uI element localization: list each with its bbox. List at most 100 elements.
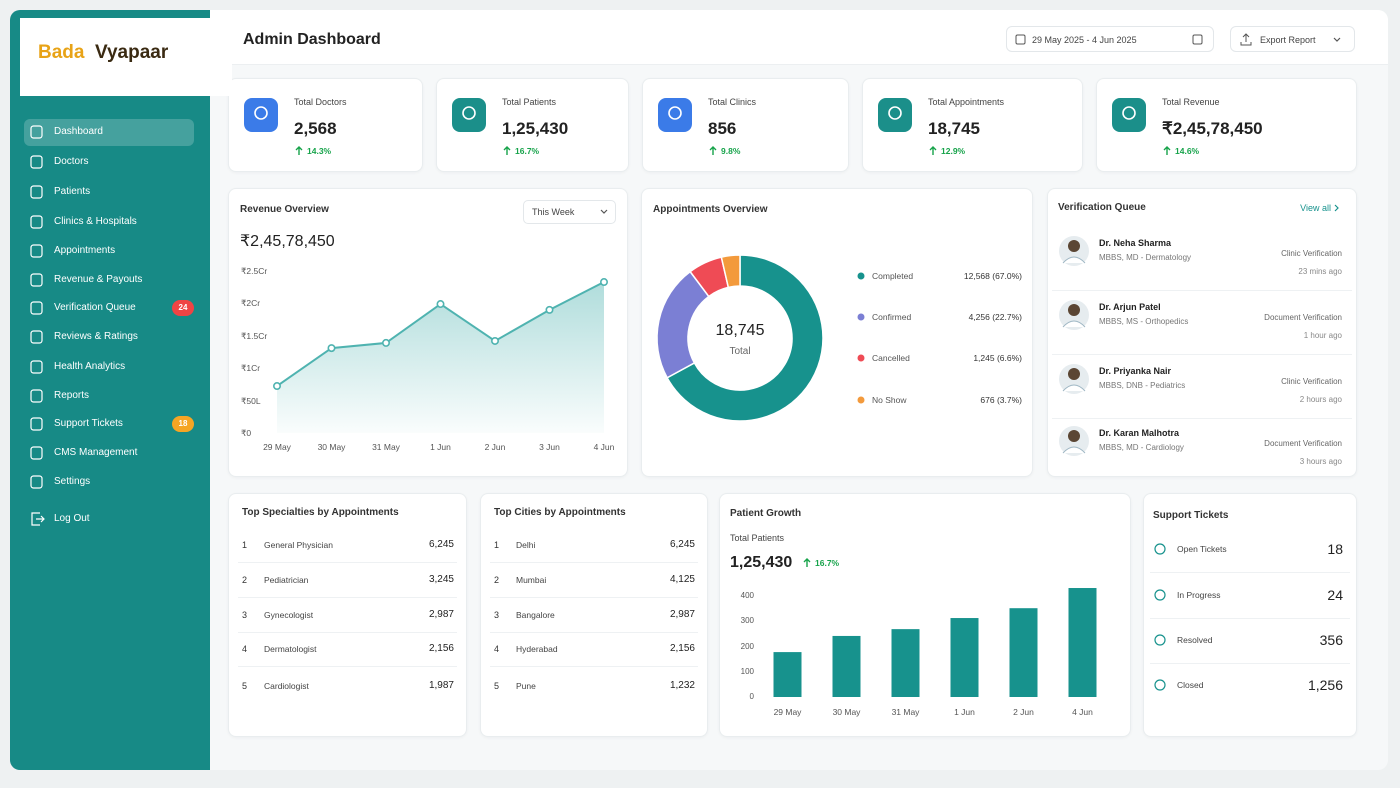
- card-title: Revenue Overview: [240, 204, 329, 215]
- y-tick-label: ₹1Cr: [241, 363, 261, 374]
- revenue-total: ₹2,45,78,450: [240, 233, 335, 250]
- doctor-qualification: MBBS, MD - Cardiology: [1099, 443, 1184, 452]
- row-name: Bangalore: [516, 610, 555, 620]
- y-tick-label: 400: [740, 591, 754, 601]
- growth-subtitle: Total Patients: [730, 533, 785, 543]
- revenue-point: [490, 336, 499, 345]
- row-value: 1,232: [669, 680, 695, 691]
- revenue-point: [381, 338, 390, 347]
- nav-icon: [30, 273, 43, 287]
- rank: 1: [494, 540, 500, 550]
- ticket-icon: [1154, 589, 1166, 601]
- nav-item[interactable]: CMS Management: [54, 447, 138, 458]
- view-all-link[interactable]: View all: [1300, 203, 1331, 213]
- bar: [832, 635, 861, 697]
- cities-card: [480, 493, 708, 737]
- ticket-icon: [1154, 679, 1166, 691]
- filter-select[interactable]: [523, 200, 616, 224]
- donut-total: 18,745: [715, 322, 765, 339]
- revenue-point: [545, 305, 554, 314]
- nav-item[interactable]: Doctors: [54, 156, 89, 167]
- x-tick-label: 4 Jun: [1072, 707, 1093, 717]
- nav-logout[interactable]: Log Out: [54, 513, 90, 524]
- up-arrow: [803, 558, 811, 567]
- calendar-icon: [1192, 34, 1203, 45]
- nav-icon: [30, 244, 43, 258]
- row-value: 6,245: [669, 539, 695, 550]
- stat-value: 18,745: [928, 119, 980, 138]
- date-picker[interactable]: [1006, 26, 1214, 52]
- divider: [1150, 618, 1350, 619]
- rank: 1: [242, 540, 248, 550]
- divider: [238, 562, 457, 563]
- y-tick-label: ₹0: [241, 428, 252, 438]
- doctor-name: Dr. Arjun Patel: [1099, 302, 1161, 312]
- rank: 2: [242, 575, 248, 585]
- stat-glyph: [462, 106, 476, 120]
- avatar-head: [1068, 240, 1080, 252]
- stat-label: Total Appointments: [928, 97, 1005, 107]
- divider: [490, 597, 698, 598]
- bar: [1068, 588, 1097, 697]
- page-title: Admin Dashboard: [243, 31, 381, 48]
- avatar-head: [1068, 368, 1080, 380]
- nav-item[interactable]: Revenue & Payouts: [54, 274, 143, 285]
- revenue-point: [272, 382, 281, 391]
- growth-total: 1,25,430: [730, 554, 793, 571]
- row-name: Mumbai: [516, 575, 547, 585]
- rank: 4: [242, 644, 248, 654]
- row-value: 2,156: [428, 643, 454, 654]
- nav-icon: [30, 330, 43, 344]
- ticket-value: 1,256: [1307, 677, 1343, 693]
- stat-value: 1,25,430: [502, 119, 569, 138]
- ticket-value: 24: [1327, 587, 1343, 603]
- divider: [1052, 418, 1352, 419]
- nav-item[interactable]: Appointments: [54, 245, 116, 256]
- avatar-body: [1062, 446, 1086, 454]
- x-tick-label: 30 May: [832, 707, 861, 717]
- nav-item[interactable]: Clinics & Hospitals: [54, 216, 137, 227]
- card-title: Support Tickets: [1153, 510, 1229, 521]
- x-tick-label: 31 May: [891, 707, 920, 717]
- ticket-icon: [1154, 634, 1166, 646]
- verification-type: Clinic Verification: [1281, 377, 1342, 386]
- date-range: 29 May 2025 - 4 Jun 2025: [1032, 35, 1137, 45]
- legend-label: Completed: [872, 271, 914, 281]
- x-tick-label: 30 May: [317, 442, 346, 452]
- stat-glyph: [1122, 106, 1136, 120]
- nav-item[interactable]: Patients: [54, 186, 91, 197]
- row-name: Pediatrician: [264, 575, 309, 585]
- nav-item[interactable]: Support Tickets: [54, 418, 123, 429]
- nav-item[interactable]: Settings: [54, 476, 91, 487]
- stat-change: 14.6%: [1175, 146, 1200, 156]
- up-arrow: [295, 146, 303, 155]
- bar: [773, 652, 802, 697]
- rank: 5: [494, 681, 500, 691]
- card-title: Top Specialties by Appointments: [242, 507, 399, 518]
- revenue-point: [599, 278, 608, 287]
- divider: [490, 562, 698, 563]
- nav-item[interactable]: Dashboard: [54, 126, 103, 137]
- nav-item[interactable]: Health Analytics: [54, 361, 126, 372]
- card-title: Patient Growth: [730, 508, 802, 519]
- nav-icon: [30, 301, 43, 315]
- row-name: Pune: [516, 681, 536, 691]
- nav-item[interactable]: Verification Queue: [54, 302, 136, 313]
- doctor-qualification: MBBS, DNB - Pediatrics: [1099, 381, 1186, 390]
- avatar-head: [1068, 430, 1080, 442]
- up-arrow: [1163, 146, 1171, 155]
- growth-change: 16.7%: [815, 558, 840, 568]
- up-arrow: [709, 146, 717, 155]
- row-value: 6,245: [428, 539, 454, 550]
- revenue-point: [327, 344, 336, 353]
- avatar-body: [1062, 384, 1086, 392]
- card-title: Verification Queue: [1058, 202, 1146, 213]
- nav-item[interactable]: Reviews & Ratings: [54, 331, 138, 342]
- nav-item[interactable]: Reports: [54, 390, 90, 401]
- x-tick-label: 29 May: [773, 707, 802, 717]
- y-tick-label: 300: [740, 616, 754, 626]
- y-tick-label: 0: [749, 692, 754, 701]
- row-value: 2,987: [669, 609, 695, 620]
